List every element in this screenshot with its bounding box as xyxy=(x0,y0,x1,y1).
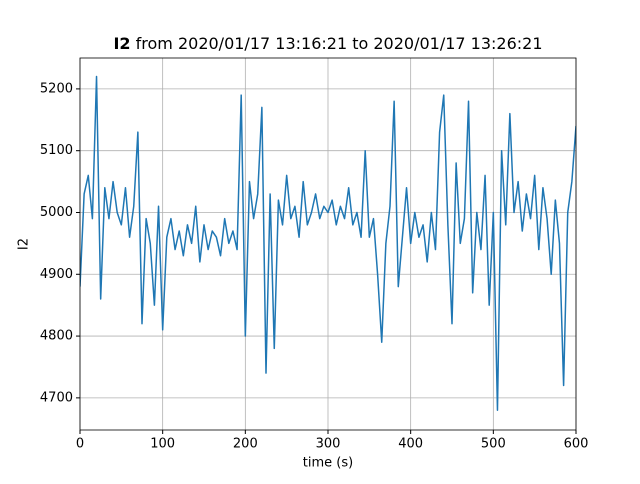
y-axis-label: I2 xyxy=(17,238,32,250)
x-tick-label: 200 xyxy=(233,437,258,452)
plot-frame xyxy=(79,57,577,431)
x-tick-label: 300 xyxy=(316,437,341,452)
x-tick-label: 0 xyxy=(76,437,84,452)
y-tick-label: 4800 xyxy=(40,329,73,344)
y-tick-label: 4900 xyxy=(40,267,73,282)
y-tick-label: 4700 xyxy=(40,390,73,405)
x-tick-label: 100 xyxy=(150,437,175,452)
x-tick-label: 500 xyxy=(481,437,506,452)
y-tick-label: 5200 xyxy=(40,81,73,96)
y-tick-label: 5000 xyxy=(40,205,73,220)
x-tick-label: 400 xyxy=(398,437,423,452)
x-axis-label: time (s) xyxy=(303,456,353,471)
data-line xyxy=(80,75,576,411)
chart-title: I2 from 2020/01/17 13:16:21 to 2020/01/1… xyxy=(113,34,542,53)
y-tick-label: 5100 xyxy=(40,143,73,158)
x-tick-label: 600 xyxy=(564,437,589,452)
title-rest: from 2020/01/17 13:16:21 to 2020/01/17 1… xyxy=(136,34,543,53)
title-bold: I2 xyxy=(113,34,130,53)
